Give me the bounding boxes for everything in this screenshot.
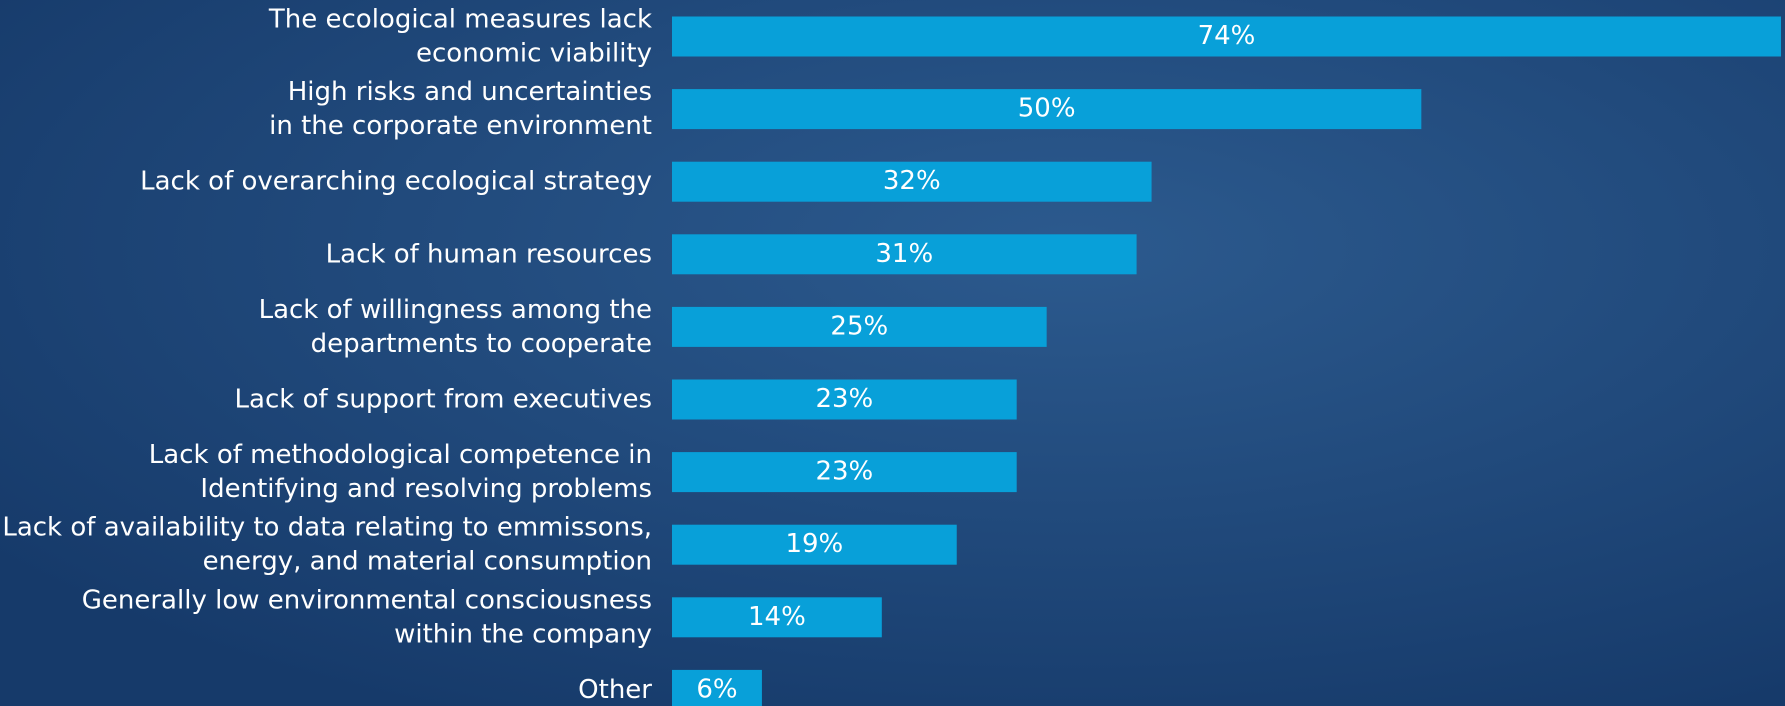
- category-label-line: High risks and uncertainties: [288, 77, 652, 107]
- category-label-line: energy, and material consumption: [203, 546, 652, 576]
- category-label-line: economic viability: [416, 38, 652, 68]
- category-label-line: Other: [578, 674, 652, 704]
- bar: [672, 597, 882, 638]
- category-label-line: in the corporate environment: [269, 111, 652, 141]
- category-label: Lack of availability to data relating to…: [2, 512, 652, 576]
- value-label: 25%: [830, 311, 888, 341]
- bar: [672, 16, 1781, 57]
- category-label-line: Lack of human resources: [326, 239, 652, 269]
- value-label: 6%: [696, 674, 737, 704]
- category-label-line: Lack of overarching ecological strategy: [140, 166, 652, 196]
- category-label: Lack of willingness among the departments…: [259, 294, 652, 358]
- category-label-line: within the company: [394, 619, 652, 649]
- value-label: 23%: [815, 384, 873, 414]
- value-label: 31%: [875, 239, 933, 269]
- bar: [672, 524, 957, 565]
- value-label: 50%: [1018, 94, 1076, 124]
- value-label: 74%: [1198, 21, 1256, 51]
- bar: [672, 306, 1047, 347]
- value-label: 23%: [815, 457, 873, 487]
- category-label-line: Lack of availability to data relating to…: [2, 512, 652, 542]
- value-label: 32%: [883, 166, 941, 196]
- bar: [672, 89, 1422, 130]
- category-label: Lack of overarching ecological strategy: [140, 166, 652, 196]
- category-label-line: Generally low environmental consciousnes…: [82, 585, 652, 615]
- value-label: 14%: [748, 602, 806, 632]
- category-label: Lack of human resources: [326, 239, 652, 269]
- category-label: Lack of methodological competence in Iden…: [149, 440, 652, 504]
- bar: [672, 161, 1152, 202]
- category-label-line: The ecological measures lack: [268, 4, 652, 34]
- bar: [672, 452, 1017, 493]
- category-label-line: departments to cooperate: [311, 328, 652, 358]
- bar: [672, 669, 762, 706]
- category-label: Generally low environmental consciousnes…: [82, 585, 652, 649]
- category-label: Lack of support from executives: [235, 384, 652, 414]
- category-label: High risks and uncertainties in the corpo…: [269, 77, 652, 141]
- bar: [672, 379, 1017, 420]
- category-label-line: Identifying and resolving problems: [200, 474, 652, 504]
- category-label: Other: [578, 674, 652, 704]
- category-label-line: Lack of willingness among the: [259, 294, 652, 324]
- bar: [672, 234, 1137, 275]
- category-label-line: Lack of methodological competence in: [149, 440, 652, 470]
- category-label-line: Lack of support from executives: [235, 384, 652, 414]
- category-label: The ecological measures lack economic via…: [268, 4, 652, 68]
- value-label: 19%: [785, 529, 843, 559]
